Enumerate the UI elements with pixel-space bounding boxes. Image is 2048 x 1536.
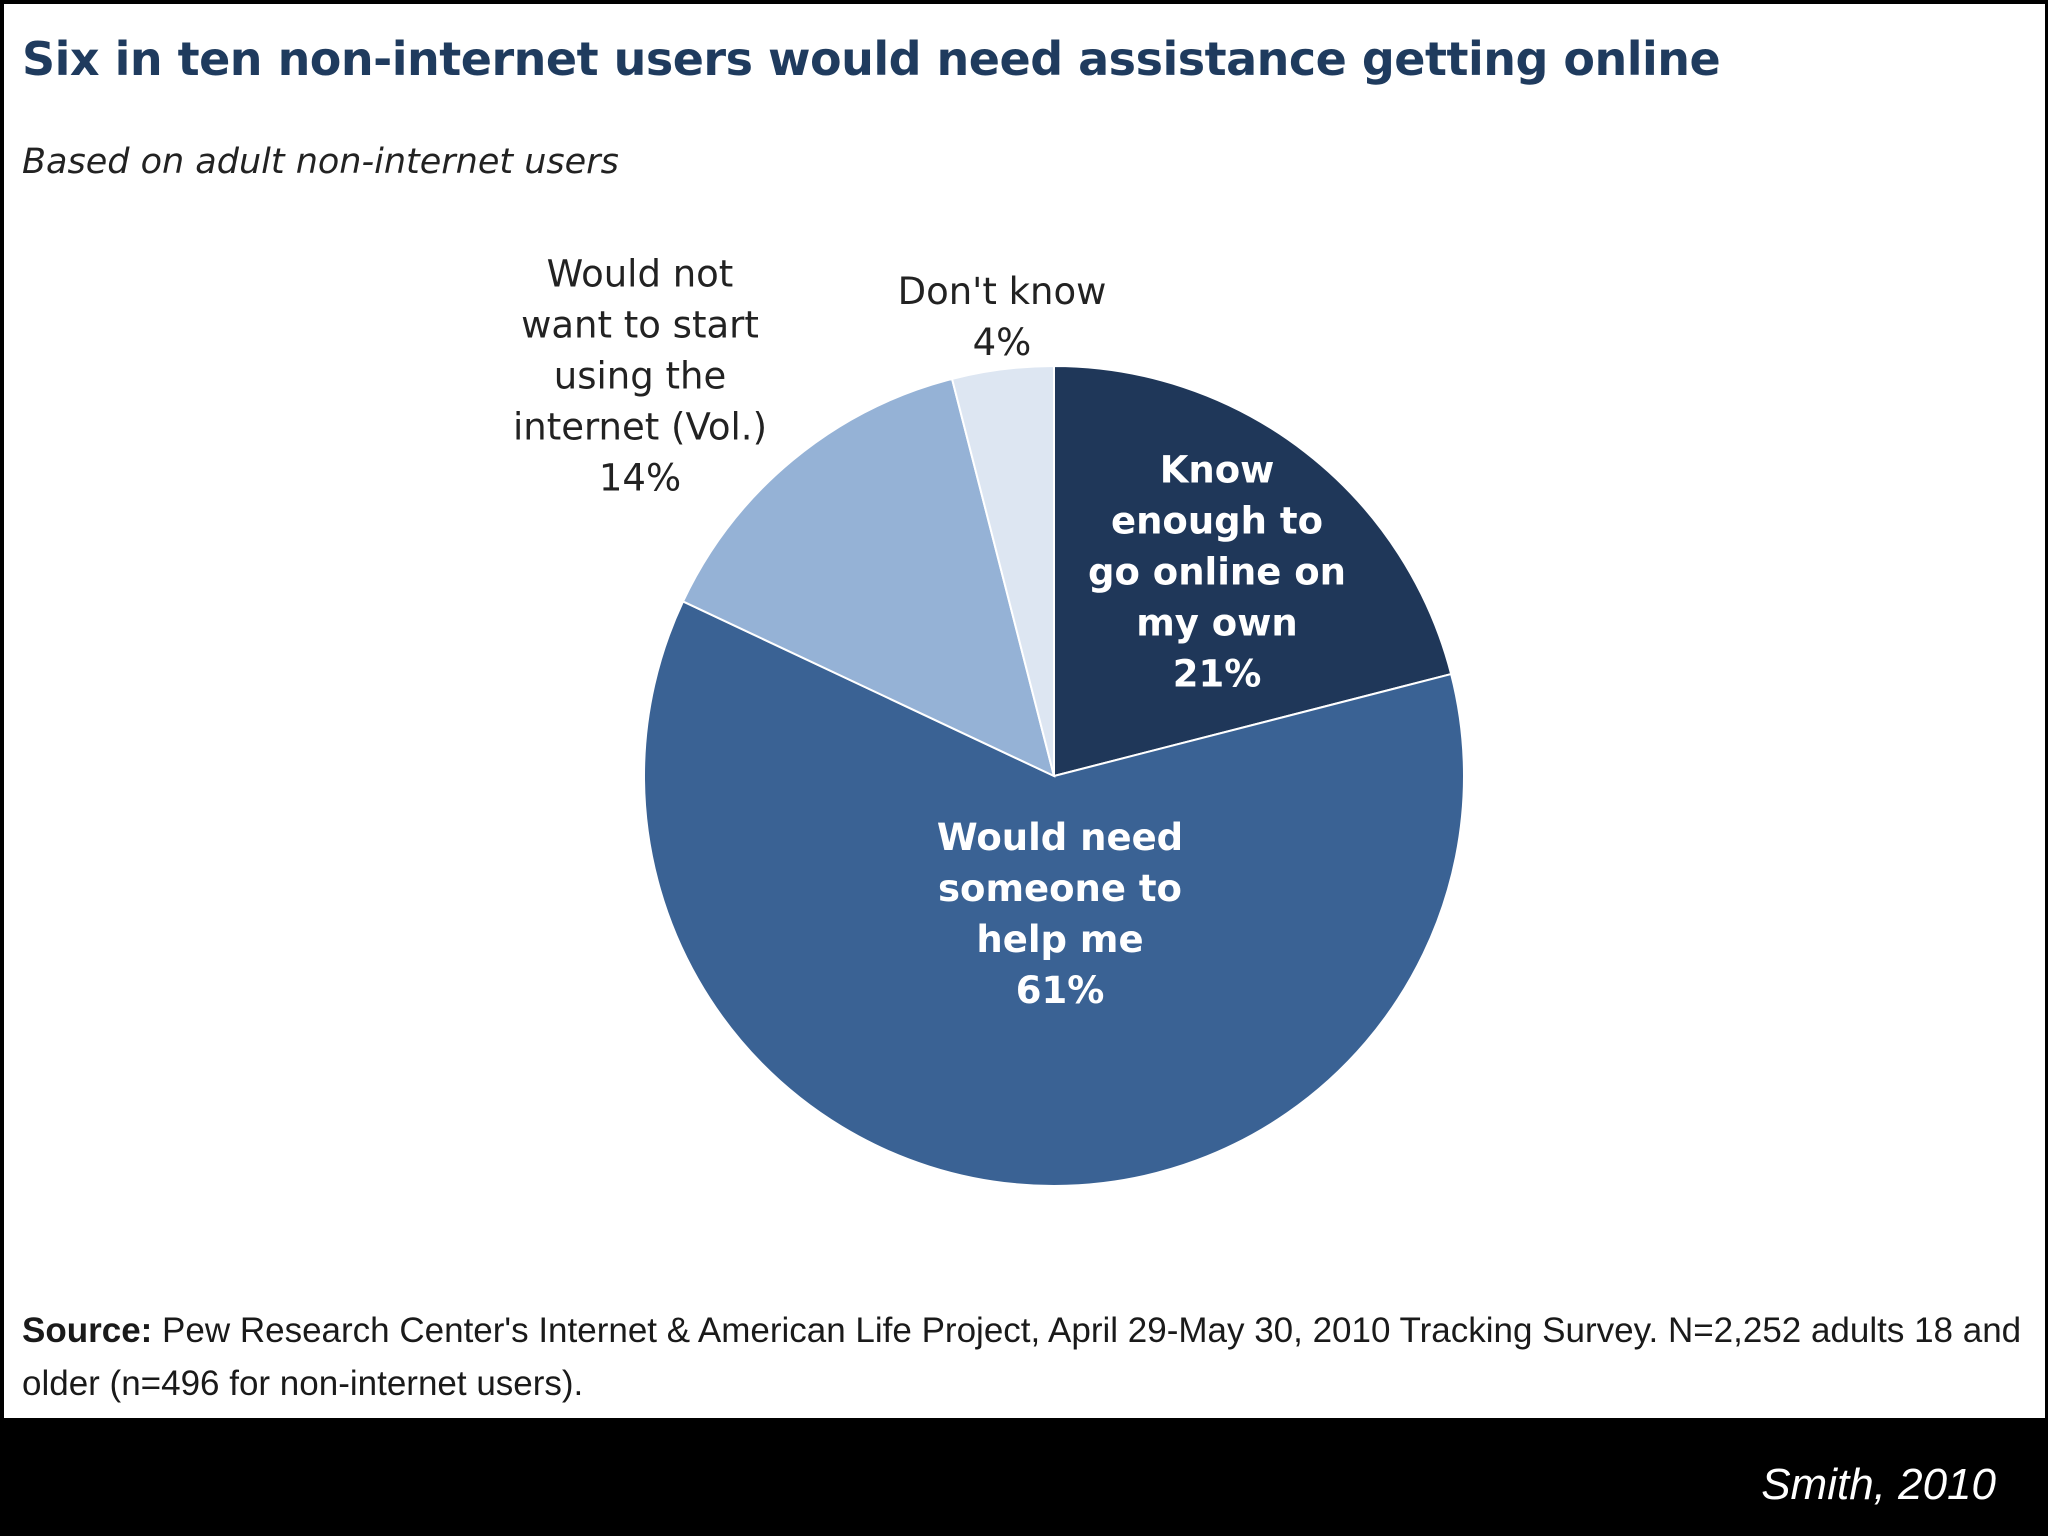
slice-label-line-would-not-want: using the (554, 355, 726, 398)
pie-slice-need-help (643, 600, 1465, 1187)
footer-credit: Smith, 2010 (1761, 1460, 1996, 1509)
slice-label-know-enough: Know enough to go online on my own 21% (1088, 449, 1346, 696)
slice-label-line-know-enough: go online on (1088, 551, 1346, 594)
slice-label-line-need-help: help me (976, 918, 1143, 961)
pie-slice-dont-know (950, 364, 1055, 777)
pie-slice-would-not-want (681, 377, 1056, 778)
slice-label-would-not-want: Would not want to start using the internet … (513, 253, 767, 500)
slice-label-line-know-enough: Know (1160, 449, 1275, 492)
slice-value-would-not-want: 14% (599, 457, 681, 500)
slice-value-dont-know: 4% (973, 321, 1032, 364)
slice-value-know-enough: 21% (1173, 653, 1262, 696)
chart-panel: Six in ten non-internet users would need… (4, 4, 2045, 1418)
slice-label-line-would-not-want: want to start (521, 304, 759, 347)
slice-label-need-help: Would need someone to help me 61% (937, 816, 1183, 1012)
slice-value-need-help: 61% (1016, 969, 1105, 1012)
slice-label-dont-know: Don't know 4% (898, 270, 1107, 364)
slice-label-line-need-help: someone to (938, 867, 1182, 910)
pie-slices (643, 364, 1465, 1187)
source-prefix: Source: (22, 1311, 153, 1350)
pie-chart: Know enough to go online on my own 21% Would … (513, 253, 1465, 1187)
slice-label-line-would-not-want: internet (Vol.) (513, 406, 767, 449)
source-note: Source: Pew Research Center's Internet &… (22, 1304, 2032, 1410)
slice-label-line-know-enough: enough to (1111, 500, 1323, 543)
pie-labels: Know enough to go online on my own 21% Would … (513, 253, 1346, 1013)
slice-label-line-know-enough: my own (1136, 602, 1298, 645)
slice-label-line-need-help: Would need (937, 816, 1183, 859)
chart-subtitle: Based on adult non-internet users (22, 142, 619, 182)
slice-label-line-would-not-want: Would not (547, 253, 734, 296)
source-text: Pew Research Center's Internet & America… (22, 1311, 2022, 1403)
pie-slice-know-enough (1053, 364, 1453, 778)
chart-title: Six in ten non-internet users would need… (22, 32, 1721, 86)
slice-label-line-dont-know: Don't know (898, 270, 1107, 313)
